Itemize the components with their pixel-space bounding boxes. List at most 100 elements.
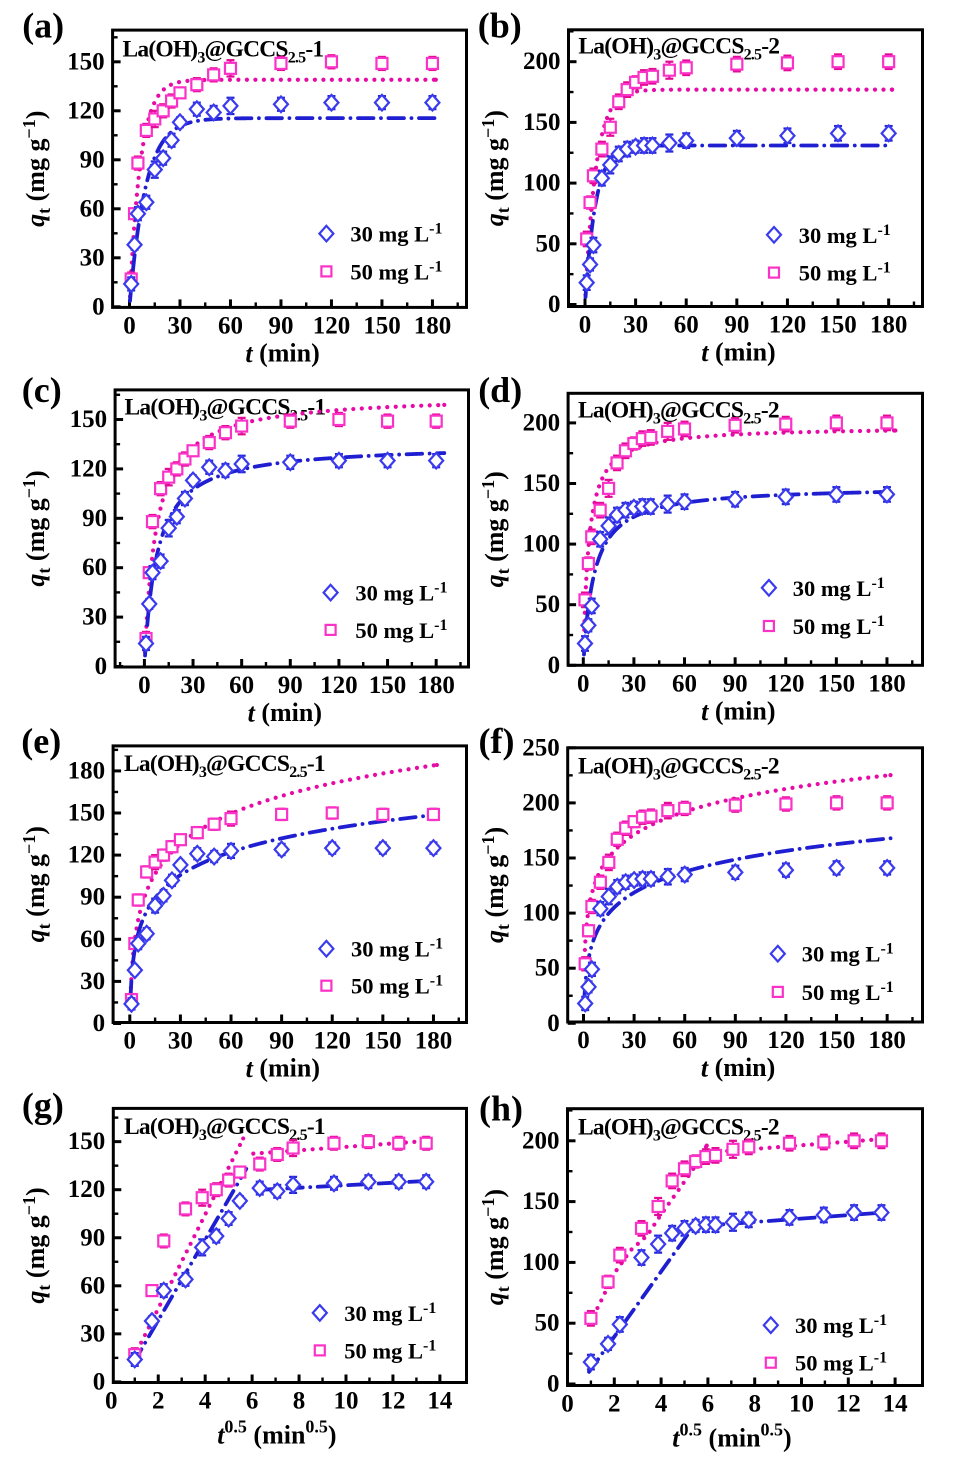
svg-text:100: 100 <box>523 531 561 558</box>
svg-text:t (min): t (min) <box>701 1053 775 1082</box>
svg-text:50 mg L-1: 50 mg L-1 <box>351 973 443 999</box>
svg-text:180: 180 <box>415 1028 453 1055</box>
svg-text:30: 30 <box>167 312 192 339</box>
svg-text:120: 120 <box>767 1027 805 1054</box>
svg-text:0: 0 <box>548 291 561 318</box>
svg-text:30 mg L-1: 30 mg L-1 <box>793 575 885 601</box>
svg-text:90: 90 <box>278 672 303 699</box>
svg-text:60: 60 <box>218 312 243 339</box>
svg-text:120: 120 <box>320 672 358 699</box>
svg-text:90: 90 <box>724 312 749 339</box>
svg-text:150: 150 <box>68 1128 106 1155</box>
svg-text:150: 150 <box>522 845 560 872</box>
svg-text:0: 0 <box>547 1371 560 1398</box>
svg-text:qt (mg g−1): qt (mg g−1) <box>478 471 513 587</box>
svg-text:60: 60 <box>219 1028 244 1055</box>
svg-text:8: 8 <box>748 1391 761 1418</box>
svg-text:0: 0 <box>138 672 151 699</box>
svg-text:4: 4 <box>655 1391 668 1418</box>
svg-text:150: 150 <box>818 1027 856 1054</box>
svg-text:50 mg L-1: 50 mg L-1 <box>344 1337 436 1363</box>
svg-text:30 mg L-1: 30 mg L-1 <box>795 1312 887 1338</box>
svg-text:30 mg L-1: 30 mg L-1 <box>799 222 891 248</box>
svg-text:t (min): t (min) <box>248 698 322 727</box>
svg-text:qt (mg g−1): qt (mg g−1) <box>478 1189 513 1305</box>
svg-text:12: 12 <box>836 1391 861 1418</box>
svg-text:0: 0 <box>93 1010 106 1037</box>
svg-text:qt (mg g−1): qt (mg g−1) <box>19 111 54 227</box>
svg-text:150: 150 <box>369 672 407 699</box>
svg-text:120: 120 <box>68 1176 106 1203</box>
svg-text:120: 120 <box>769 312 807 339</box>
svg-text:2: 2 <box>152 1388 165 1415</box>
svg-text:90: 90 <box>80 884 105 911</box>
svg-text:200: 200 <box>523 409 561 436</box>
svg-text:0: 0 <box>105 1388 118 1415</box>
svg-text:120: 120 <box>313 1028 351 1055</box>
svg-text:180: 180 <box>417 672 455 699</box>
svg-text:150: 150 <box>523 109 561 136</box>
svg-text:30: 30 <box>82 604 107 631</box>
svg-text:60: 60 <box>80 195 105 222</box>
svg-text:0: 0 <box>577 670 590 697</box>
svg-text:10: 10 <box>334 1388 359 1415</box>
svg-text:qt (mg g−1): qt (mg g−1) <box>19 1187 54 1303</box>
svg-text:50: 50 <box>535 955 560 982</box>
svg-text:6: 6 <box>246 1388 259 1415</box>
svg-text:60: 60 <box>80 926 105 953</box>
svg-text:60: 60 <box>80 1272 105 1299</box>
svg-text:30: 30 <box>621 670 646 697</box>
svg-text:t (min): t (min) <box>246 1054 320 1083</box>
svg-text:30: 30 <box>622 1027 647 1054</box>
svg-text:150: 150 <box>818 670 856 697</box>
svg-text:0: 0 <box>547 1010 560 1037</box>
svg-text:0: 0 <box>95 653 108 680</box>
svg-text:150: 150 <box>819 312 857 339</box>
svg-text:0: 0 <box>548 652 561 679</box>
svg-text:100: 100 <box>522 900 560 927</box>
svg-text:30 mg L-1: 30 mg L-1 <box>802 941 894 967</box>
svg-text:120: 120 <box>767 670 805 697</box>
svg-text:60: 60 <box>229 672 254 699</box>
svg-text:60: 60 <box>672 670 697 697</box>
svg-text:150: 150 <box>523 470 561 497</box>
svg-text:30: 30 <box>80 244 105 271</box>
svg-text:90: 90 <box>80 1224 105 1251</box>
svg-text:30 mg L-1: 30 mg L-1 <box>350 221 442 247</box>
svg-text:(h): (h) <box>479 1089 523 1129</box>
svg-text:(a): (a) <box>22 6 64 46</box>
svg-text:0: 0 <box>124 1028 137 1055</box>
svg-text:0: 0 <box>123 312 136 339</box>
svg-text:90: 90 <box>268 312 293 339</box>
svg-text:(g): (g) <box>22 1086 64 1126</box>
svg-text:200: 200 <box>522 1127 560 1154</box>
svg-text:30 mg L-1: 30 mg L-1 <box>355 580 447 606</box>
svg-text:qt (mg g−1): qt (mg g−1) <box>19 826 54 942</box>
svg-text:t (min): t (min) <box>245 338 319 367</box>
svg-text:30: 30 <box>181 672 206 699</box>
svg-text:200: 200 <box>523 48 561 75</box>
svg-text:50: 50 <box>535 591 560 618</box>
svg-text:0: 0 <box>577 1027 590 1054</box>
svg-text:150: 150 <box>364 1028 402 1055</box>
svg-text:0: 0 <box>561 1391 574 1418</box>
svg-text:(c): (c) <box>22 370 62 410</box>
svg-text:180: 180 <box>870 312 908 339</box>
svg-text:4: 4 <box>199 1388 212 1415</box>
svg-text:150: 150 <box>68 800 106 827</box>
svg-text:50 mg L-1: 50 mg L-1 <box>802 979 894 1005</box>
svg-text:180: 180 <box>868 670 906 697</box>
svg-text:180: 180 <box>868 1027 906 1054</box>
svg-text:0: 0 <box>92 293 105 320</box>
svg-text:100: 100 <box>522 1249 560 1276</box>
svg-text:50 mg L-1: 50 mg L-1 <box>350 258 442 284</box>
svg-text:50 mg L-1: 50 mg L-1 <box>795 1350 887 1376</box>
svg-text:250: 250 <box>522 734 560 761</box>
svg-text:90: 90 <box>723 670 748 697</box>
svg-text:120: 120 <box>68 842 106 869</box>
svg-text:14: 14 <box>427 1388 453 1415</box>
svg-text:120: 120 <box>67 97 105 124</box>
svg-text:30 mg L-1: 30 mg L-1 <box>344 1300 436 1326</box>
svg-text:60: 60 <box>672 1027 697 1054</box>
svg-text:100: 100 <box>523 170 561 197</box>
